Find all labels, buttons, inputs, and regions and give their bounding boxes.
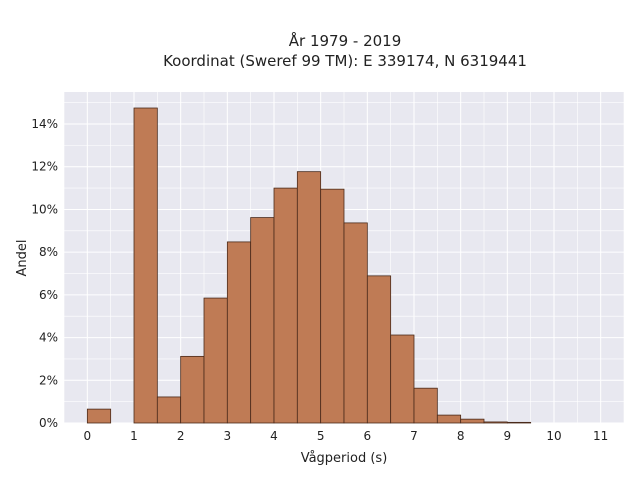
- x-tick-label: 8: [457, 429, 465, 443]
- y-tick-label: 14%: [31, 117, 58, 131]
- y-tick-label: 12%: [31, 160, 58, 174]
- chart-subtitle: Koordinat (Sweref 99 TM): E 339174, N 63…: [163, 52, 527, 70]
- histogram-bar: [226, 241, 252, 424]
- histogram-bar: [180, 355, 205, 424]
- bars: [86, 107, 532, 424]
- y-tick-label: 10%: [31, 202, 58, 216]
- y-axis-ticks: 0% 2% 4% 6% 8% 10% 12% 14%: [31, 117, 58, 430]
- y-axis-label: Andel: [15, 240, 30, 277]
- y-tick-label: 2%: [39, 373, 58, 387]
- histogram-bar: [133, 107, 158, 424]
- histogram-bar: [250, 217, 275, 424]
- histogram-bar: [296, 171, 322, 424]
- histogram-bar: [156, 396, 182, 424]
- chart-title: År 1979 - 2019: [289, 31, 402, 50]
- histogram-bar: [203, 297, 228, 424]
- y-tick-label: 6%: [39, 288, 58, 302]
- x-axis-label: Vågperiod (s): [301, 451, 388, 466]
- x-tick-label: 11: [593, 429, 608, 443]
- histogram-bar: [86, 408, 112, 424]
- x-tick-label: 5: [317, 429, 325, 443]
- histogram-bar: [273, 187, 298, 424]
- y-tick-label: 0%: [39, 416, 58, 430]
- histogram-bar: [320, 188, 345, 424]
- x-tick-label: 7: [410, 429, 418, 443]
- x-tick-label: 4: [270, 429, 278, 443]
- histogram-bar: [390, 334, 415, 424]
- x-tick-label: 2: [177, 429, 185, 443]
- histogram-bar: [460, 418, 485, 424]
- y-tick-label: 4%: [39, 331, 58, 345]
- histogram-bar: [413, 387, 438, 424]
- y-tick-label: 8%: [39, 245, 58, 259]
- x-tick-label: 1: [130, 429, 138, 443]
- x-tick-label: 0: [84, 429, 92, 443]
- histogram-bar: [483, 421, 508, 424]
- histogram-bar: [436, 414, 462, 424]
- x-tick-label: 6: [364, 429, 372, 443]
- x-tick-label: 10: [546, 429, 561, 443]
- histogram-bar: [343, 222, 368, 424]
- x-tick-label: 9: [504, 429, 512, 443]
- x-axis-ticks: 0 1 2 3 4 5 6 7 8 9 10 11: [84, 429, 609, 443]
- x-tick-label: 3: [224, 429, 232, 443]
- histogram-bar: [366, 275, 392, 424]
- histogram-bar: [506, 421, 532, 424]
